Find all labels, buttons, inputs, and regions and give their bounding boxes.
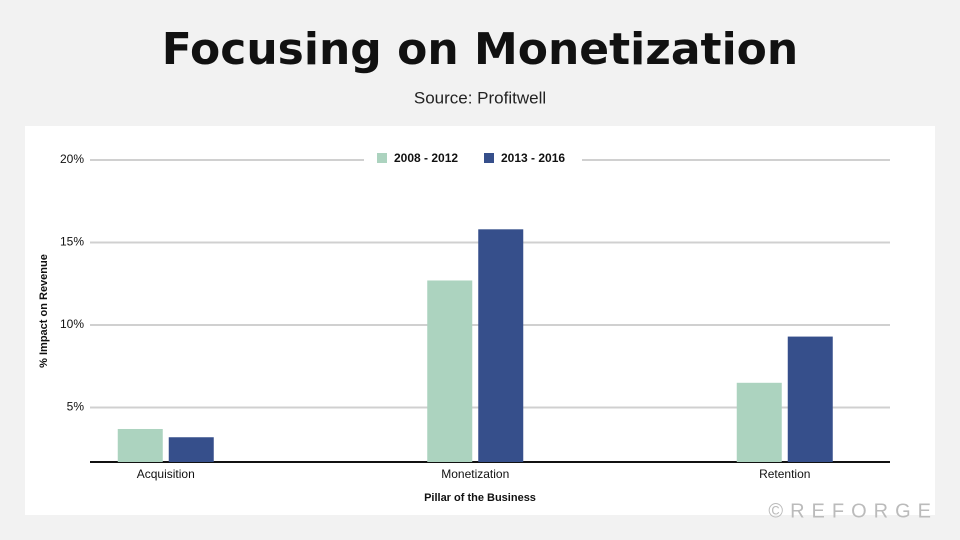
legend-label: 2008 - 2012 xyxy=(394,151,458,165)
legend-swatch xyxy=(377,153,387,163)
chart-title: Focusing on Monetization xyxy=(162,24,798,75)
bar xyxy=(736,382,782,462)
bar xyxy=(117,428,163,462)
bar xyxy=(427,280,473,462)
x-axis-title: Pillar of the Business xyxy=(424,492,536,504)
bar xyxy=(168,437,214,462)
legend-background xyxy=(364,146,582,172)
bar xyxy=(787,336,833,462)
y-tick-label: 5% xyxy=(67,400,85,414)
y-tick-label: 20% xyxy=(60,152,84,166)
y-axis-title: % Impact on Revenue xyxy=(38,254,50,368)
brand-watermark: ©REFORGE xyxy=(768,500,938,522)
bar xyxy=(478,229,524,462)
legend-swatch xyxy=(484,153,494,163)
y-tick-label: 15% xyxy=(60,235,84,249)
x-tick-label: Monetization xyxy=(441,467,509,481)
x-tick-label: Acquisition xyxy=(137,467,195,481)
y-tick-label: 10% xyxy=(60,317,84,331)
x-tick-label: Retention xyxy=(759,467,810,481)
legend-label: 2013 - 2016 xyxy=(501,151,565,165)
chart-subtitle: Source: Profitwell xyxy=(414,88,546,107)
